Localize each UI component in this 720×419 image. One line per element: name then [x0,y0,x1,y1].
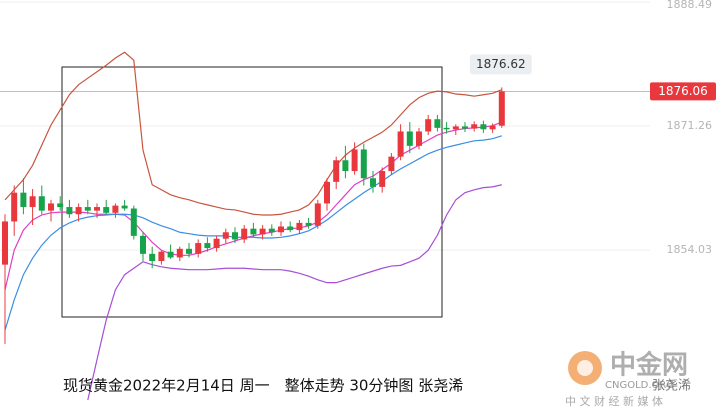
candle-body [204,243,211,249]
annotation-box [61,66,443,318]
candle-body [360,149,367,179]
candle-body [48,203,54,211]
candle-body [351,149,358,172]
candle-body [195,243,202,254]
candle-body [278,226,284,233]
candle-body [342,160,349,172]
candle-body [20,192,27,208]
candle-body [186,248,192,254]
candle-body [259,228,266,235]
candle-body [416,131,422,146]
watermark-site: CNGOLD.ORG [605,380,674,391]
candle-body [57,203,64,208]
candle-body [11,192,18,222]
candle-body [443,127,450,130]
indicator-line [4,51,503,216]
candle-body [452,126,459,130]
candle-body [112,205,119,213]
watermark-author: 张尧浠 [652,379,691,394]
candle-body [333,160,340,182]
candle-body [324,181,330,204]
candle-body [75,207,82,215]
candle-body [213,238,220,249]
candle-body [130,208,137,236]
last-price-box [650,82,716,101]
candle-body [268,228,275,233]
candle-body [2,221,8,265]
candle-body [434,119,441,128]
candle-body [287,226,294,231]
candle-body [29,196,36,208]
candle-body [370,178,376,187]
candle-body [379,171,386,187]
candle-body [232,232,238,240]
candle-body [314,203,321,226]
candle-body [222,232,229,239]
candle-body [498,91,505,126]
candle-body [121,205,128,209]
candle-body [250,228,257,235]
watermark-logo-center [577,360,593,376]
high-annotation-box [469,54,532,75]
y-tick-label: 1871.26 [667,119,713,132]
candle-body [425,119,432,132]
candle-body [241,228,248,240]
candle-body [140,235,146,254]
watermark-logo: 中金网 [610,350,688,381]
candle-body [489,125,496,130]
candle-body [471,124,478,129]
candle-body [103,207,110,213]
y-tick-label: 1854.03 [667,243,713,256]
grid [0,1,650,251]
caption: 现货黄金2022年2月14日 周一 整体走势 30分钟图 张尧浠 [63,377,463,395]
indicator-line [87,184,502,401]
candle-body [388,156,395,172]
candle-body [167,251,174,258]
candle-body [176,248,183,258]
candle-body [66,207,73,215]
y-tick-label: 1888.49 [667,0,713,11]
candle-body [94,207,100,211]
candle-body [406,131,413,146]
last-price-label: 1876.06 [658,84,708,98]
watermark-slogan: 中 文 财 经 新 媒 体 [565,394,663,408]
candle-body [84,207,91,211]
plot [2,51,505,401]
high-annotation-label: 1876.62 [476,57,526,71]
candle-body [397,131,404,157]
candle-body [149,253,156,262]
candle-body [462,126,468,129]
candle-body [296,222,303,231]
candle-body [480,124,487,130]
candle-body [158,251,165,262]
candle-body [38,196,45,211]
candle-body [305,222,312,226]
